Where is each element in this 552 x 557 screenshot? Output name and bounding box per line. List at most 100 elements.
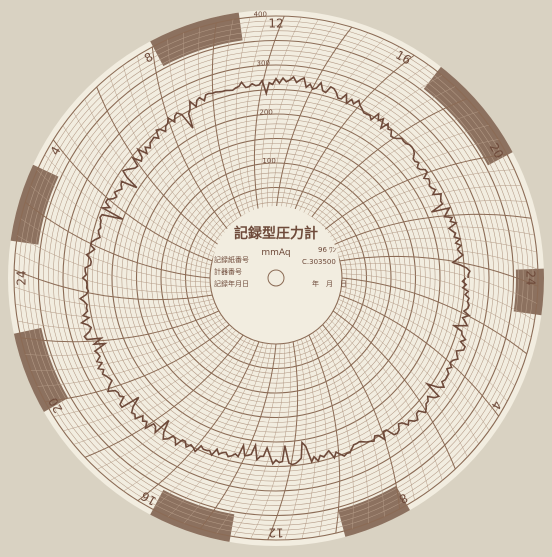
grid-ring	[72, 74, 480, 482]
time-arc	[84, 334, 244, 458]
rim-band	[8, 160, 59, 245]
time-arc	[45, 324, 230, 403]
hour-label: 16	[139, 489, 159, 509]
time-arcs	[13, 15, 539, 541]
scale-labels: 100 200 300 400	[254, 10, 276, 165]
grid-ring	[175, 177, 377, 379]
grid-ring	[67, 69, 485, 487]
time-arc	[211, 22, 244, 222]
hour-label: 20	[46, 395, 66, 415]
grid-ring	[131, 133, 421, 423]
time-arc	[44, 154, 212, 266]
grid-ring	[195, 197, 357, 359]
time-arc	[224, 19, 248, 219]
pressure-trace	[78, 75, 471, 466]
time-arc	[37, 321, 227, 387]
time-arc	[340, 290, 508, 402]
time-arc	[183, 343, 272, 524]
grid-ring	[155, 157, 397, 399]
time-arc	[14, 286, 214, 309]
time-arc	[315, 330, 369, 524]
time-arc	[332, 213, 532, 246]
time-arc	[96, 86, 220, 246]
time-arc	[292, 55, 415, 215]
time-arc	[316, 124, 489, 226]
center-hole	[267, 269, 285, 287]
grid-ring	[135, 137, 417, 419]
grid-ring	[190, 192, 362, 364]
grid-ring	[97, 99, 455, 457]
time-arc	[341, 273, 532, 338]
time-arc	[261, 17, 302, 214]
scale-label: 200	[259, 108, 272, 116]
scale-label: 300	[257, 59, 270, 67]
grid-ring	[116, 118, 436, 438]
grid-ring	[37, 39, 515, 517]
field-record-date: 記録年月日	[214, 279, 249, 288]
time-arc	[17, 306, 217, 330]
time-arc	[330, 200, 527, 242]
grid-ring	[141, 143, 411, 413]
grid-ring	[18, 20, 534, 536]
scale-label: 100	[262, 157, 275, 165]
time-arc	[335, 226, 535, 250]
time-arc	[319, 327, 385, 517]
time-arc	[37, 169, 211, 270]
time-arc	[152, 342, 264, 510]
model-label: 96 ﾜﾝ	[318, 246, 337, 254]
grid-ring	[62, 64, 490, 492]
grid-ring	[199, 201, 353, 355]
grid-ring	[92, 94, 460, 462]
time-arc	[304, 337, 328, 537]
grid-ring	[13, 15, 539, 541]
grid-ring	[101, 103, 451, 453]
unit-label: mmAq	[261, 248, 290, 258]
time-arc	[137, 55, 227, 235]
chart-title: 記録型圧力計	[234, 225, 318, 242]
time-arc	[336, 237, 537, 253]
time-arc	[319, 139, 499, 229]
time-arc	[341, 277, 528, 355]
grid-ring	[23, 25, 529, 531]
time-arc	[151, 47, 230, 232]
grid-ring	[111, 113, 441, 443]
time-arc	[341, 286, 515, 387]
time-arc	[20, 310, 220, 343]
grid-ring	[170, 172, 382, 384]
time-arc	[24, 201, 211, 279]
time-arc	[338, 298, 490, 431]
time-arc	[235, 17, 251, 218]
time-arc	[275, 26, 353, 213]
time-arc	[338, 247, 538, 270]
time-arc	[250, 342, 291, 539]
grid-ring	[28, 30, 524, 526]
time-arc	[322, 324, 401, 509]
time-arc	[198, 27, 240, 224]
field-instrument-number: 計器番号	[214, 267, 242, 276]
time-arc	[30, 185, 211, 274]
time-arc	[137, 341, 260, 501]
grid-ring	[33, 35, 519, 521]
time-arc	[25, 314, 222, 356]
time-arc	[123, 340, 256, 492]
hour-label: 12	[268, 17, 283, 31]
printed-bands	[8, 10, 544, 546]
time-arc	[167, 39, 233, 229]
time-arc	[339, 255, 539, 287]
time-arc	[328, 185, 522, 239]
time-arc	[312, 332, 354, 529]
hour-label: 24	[524, 270, 538, 285]
time-arc	[322, 153, 507, 232]
grid-ring	[86, 88, 466, 468]
time-arc	[335, 306, 468, 458]
time-arc	[167, 343, 268, 517]
time-arc	[271, 22, 336, 213]
time-arc	[308, 334, 341, 534]
time-arc	[20, 218, 211, 283]
time-arc	[84, 98, 217, 250]
hour-label: 24	[15, 270, 29, 285]
time-arc	[109, 75, 222, 242]
time-arc	[30, 317, 224, 371]
time-arc	[53, 139, 213, 262]
